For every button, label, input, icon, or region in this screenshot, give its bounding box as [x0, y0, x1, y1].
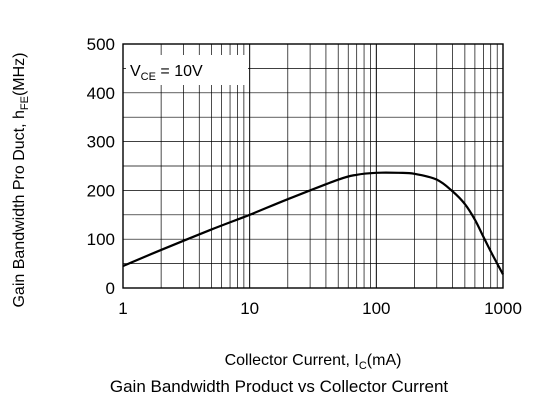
annotation-label: VCE = 10V — [126, 55, 248, 85]
y-tick-label: 100 — [87, 230, 115, 249]
plot-frame — [122, 43, 504, 289]
x-tick-label: 1 — [118, 299, 127, 318]
chart-caption: Gain Bandwidth Product vs Collector Curr… — [109, 377, 449, 396]
x-tick-labels: 1 10 100 1000 — [118, 299, 522, 318]
y-tick-label: 0 — [106, 279, 115, 298]
y-tick-label: 400 — [87, 84, 115, 103]
x-axis-label: Collector Current, IC(mA) — [225, 352, 402, 372]
x-tick-label: 1000 — [484, 299, 522, 318]
x-tick-label: 10 — [240, 299, 259, 318]
y-tick-label: 500 — [87, 35, 115, 54]
x-tick-label: 100 — [362, 299, 390, 318]
y-tick-labels: 0 100 200 300 400 500 — [87, 35, 115, 298]
series-line — [122, 171, 504, 275]
y-tick-label: 300 — [87, 133, 115, 152]
svg-text:VCE = 10V: VCE = 10V — [130, 63, 203, 83]
y-axis-label: Gain Bandwidth Pro Duct, hFE(MHz) — [11, 52, 31, 307]
y-tick-label: 200 — [87, 181, 115, 200]
